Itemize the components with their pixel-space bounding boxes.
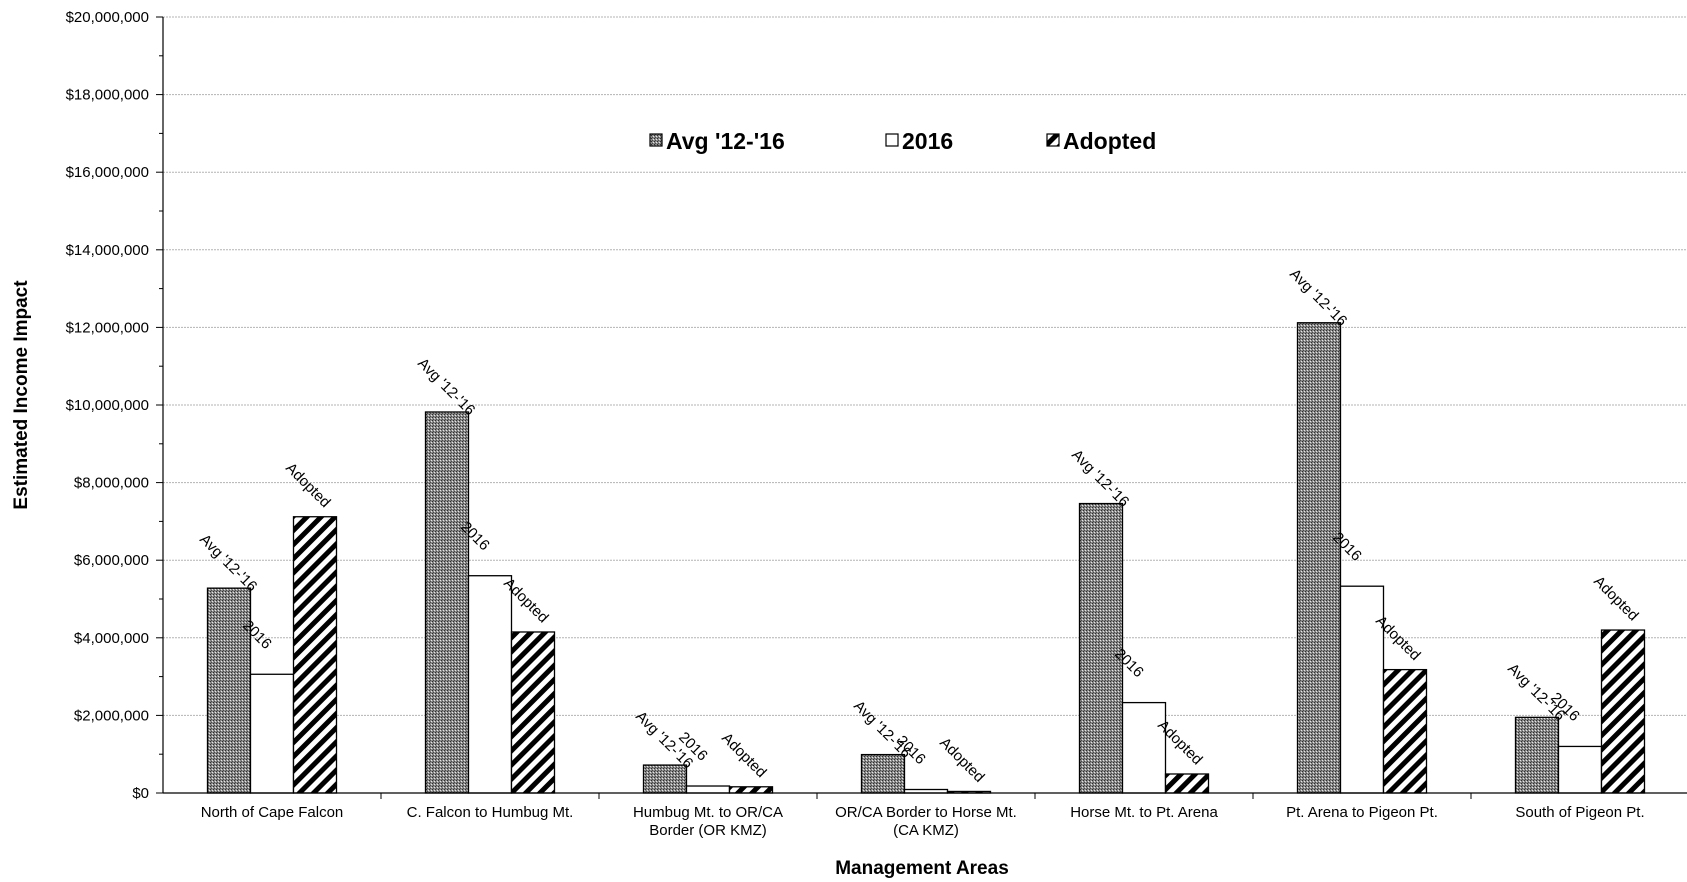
y-tick-label: $14,000,000 [66, 242, 149, 259]
category-label: Humbug Mt. to OR/CA [633, 804, 783, 821]
y-tick-label: $0 [132, 785, 149, 802]
bar [642, 764, 688, 794]
category-label: Horse Mt. to Pt. Arena [1070, 804, 1218, 821]
bar [1514, 716, 1560, 794]
bar [510, 631, 556, 794]
bar [728, 786, 774, 794]
y-axis-ticks: $0 $2,000,000 $4,000,000 $6,000,000 $8,000,0… [66, 9, 149, 802]
category-label: South of Pigeon Pt. [1515, 804, 1644, 821]
legend-swatch [885, 133, 899, 147]
y-tick-label: $10,000,000 [66, 397, 149, 414]
bar-data-label: Adopted [282, 460, 334, 512]
y-tick-label: $8,000,000 [74, 475, 149, 492]
y-tick-label: $20,000,000 [66, 9, 149, 26]
y-tick-label: $16,000,000 [66, 164, 149, 181]
y-tick-label: $18,000,000 [66, 87, 149, 104]
bar [685, 785, 731, 794]
bar-data-label: Adopted [936, 734, 988, 786]
gridlines [163, 16, 1687, 716]
bar-data-label: Avg '12-'16 [1286, 266, 1350, 330]
bar [860, 753, 906, 794]
bar [1557, 745, 1603, 794]
bar [1339, 585, 1385, 794]
y-tick-label: $2,000,000 [74, 707, 149, 724]
legend-swatch [649, 133, 663, 147]
y-tick-label: $12,000,000 [66, 319, 149, 336]
category-labels: North of Cape Falcon C. Falcon to Humbug … [201, 804, 1645, 839]
category-label: North of Cape Falcon [201, 804, 344, 821]
bar-data-label: Avg '12-'16 [196, 531, 260, 595]
category-label: (CA KMZ) [893, 822, 959, 839]
axes [156, 16, 1687, 799]
bar [1164, 773, 1210, 794]
x-axis-title: Management Areas [835, 858, 1009, 879]
bar [467, 575, 513, 794]
bar [249, 673, 295, 794]
legend: Avg '12-'16 2016 Adopted [649, 128, 1156, 154]
bar-data-label: Adopted [1590, 573, 1642, 625]
category-label: Border (OR KMZ) [649, 822, 767, 839]
legend-swatch [1046, 133, 1060, 147]
category-label: Pt. Arena to Pigeon Pt. [1286, 804, 1438, 821]
bar [206, 587, 252, 794]
y-axis-title: Estimated Income Impact [11, 280, 32, 510]
category-label: C. Falcon to Humbug Mt. [407, 804, 574, 821]
bar [1600, 629, 1646, 794]
y-tick-label: $4,000,000 [74, 630, 149, 647]
bar-data-label: Avg '12-'16 [1068, 446, 1132, 510]
bar [1382, 668, 1428, 794]
category-label: OR/CA Border to Horse Mt. [835, 804, 1017, 821]
bar [292, 516, 338, 794]
bar [1121, 701, 1167, 794]
bar-data-label: Adopted [718, 730, 770, 782]
bar [1078, 502, 1124, 794]
legend-label: Adopted [1063, 128, 1156, 154]
legend-label: 2016 [902, 128, 953, 154]
legend-label: Avg '12-'16 [666, 128, 785, 154]
bar [1296, 322, 1342, 794]
y-tick-label: $6,000,000 [74, 552, 149, 569]
bars [206, 322, 1646, 794]
bar-data-label: Avg '12-'16 [414, 355, 478, 419]
bar [424, 411, 470, 794]
